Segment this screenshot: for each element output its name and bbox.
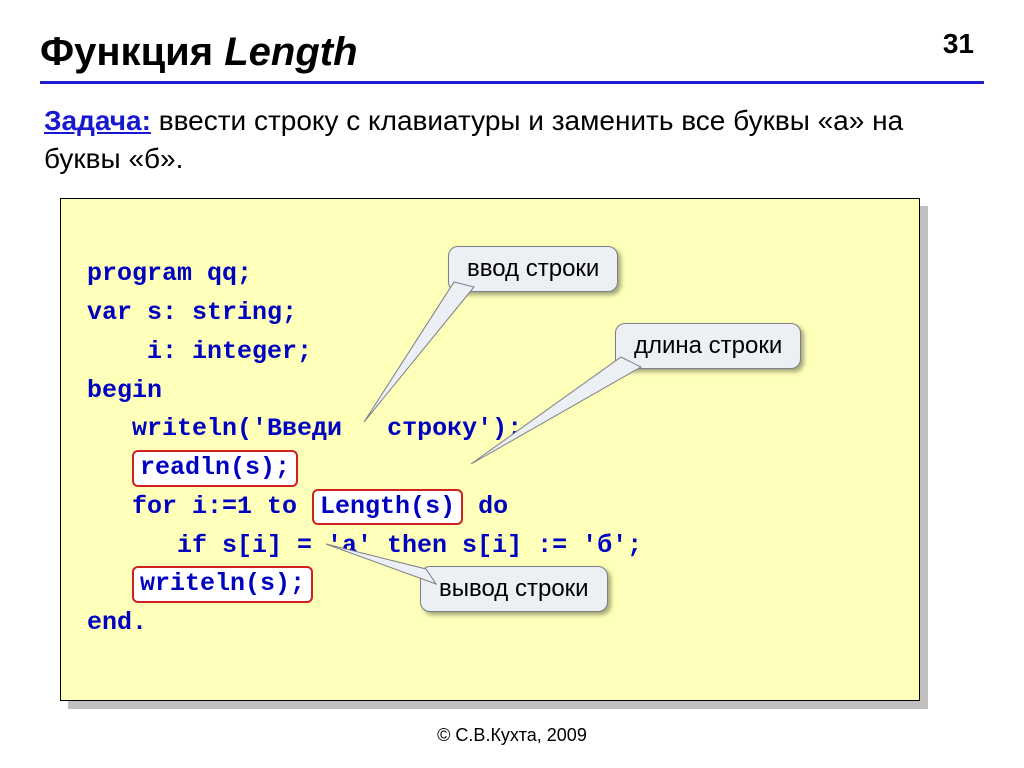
task-paragraph: Задача: ввести строку с клавиатуры и зам… xyxy=(40,102,984,178)
code-line: program qq; xyxy=(87,259,252,288)
code-container: program qq; var s: string; i: integer; b… xyxy=(60,198,920,701)
code-line: i: integer; xyxy=(87,337,312,366)
callout-output: вывод строки xyxy=(420,566,608,612)
callout-tail-icon xyxy=(466,349,646,469)
highlight-readln: readln(s); xyxy=(132,450,298,487)
callout-text: длина строки xyxy=(634,332,782,359)
code-line: for i:=1 to Length(s) do xyxy=(87,492,508,521)
title-prefix: Функция xyxy=(40,30,224,74)
callout-tail-icon xyxy=(359,277,479,427)
title-function: Length xyxy=(224,30,357,74)
code-line: end. xyxy=(87,608,147,637)
code-line: var s: string; xyxy=(87,298,297,327)
task-text: ввести строку с клавиатуры и заменить вс… xyxy=(44,105,903,174)
callout-text: ввод строки xyxy=(467,255,599,282)
title-rule xyxy=(40,81,984,84)
callout-input: ввод строки xyxy=(448,246,618,292)
slide-title: Функция Length xyxy=(40,30,984,75)
footer-copyright: © С.В.Кухта, 2009 xyxy=(0,725,1024,746)
task-label: Задача: xyxy=(44,105,151,136)
slide: 31 Функция Length Задача: ввести строку … xyxy=(0,0,1024,768)
code-line: writeln(s); xyxy=(87,569,313,598)
highlight-length: Length(s) xyxy=(312,489,463,526)
code-line: begin xyxy=(87,376,162,405)
highlight-writeln: writeln(s); xyxy=(132,566,313,603)
callout-text: вывод строки xyxy=(439,575,589,602)
page-number: 31 xyxy=(943,28,974,60)
code-line: readln(s); xyxy=(87,453,298,482)
callout-tail-icon xyxy=(321,539,451,589)
callout-length: длина строки xyxy=(615,323,801,369)
